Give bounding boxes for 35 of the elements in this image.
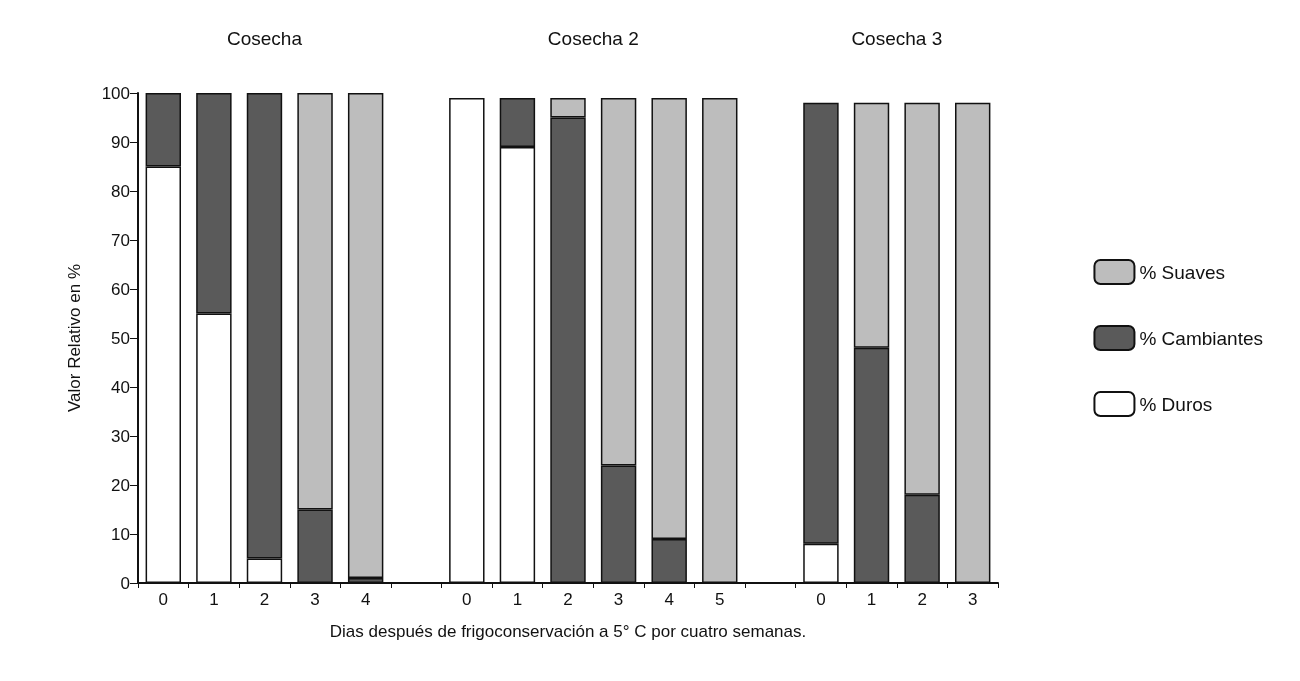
y-tick-label: 10 xyxy=(111,524,130,544)
y-tick-label: 30 xyxy=(111,426,130,446)
x-tick-label: 0 xyxy=(816,590,826,609)
x-tick-label: 4 xyxy=(360,590,371,609)
y-axis-title: Valor Relativo en % xyxy=(65,263,84,413)
y-tick-label: 50 xyxy=(111,328,130,348)
x-tick-label: 2 xyxy=(563,590,573,609)
x-tick-label: 4 xyxy=(664,590,674,609)
x-tick-label: 2 xyxy=(917,590,927,609)
x-tick-label: 1 xyxy=(512,590,523,609)
text: Cosecha xyxy=(226,27,303,49)
text: Cosecha 2 xyxy=(547,27,639,49)
y-tick-label: 80 xyxy=(111,181,130,201)
y-tick-label: 20 xyxy=(111,475,130,495)
y-tick-label: 90 xyxy=(111,132,130,152)
x-tick-label: 0 xyxy=(462,590,472,609)
y-tick-label: 40 xyxy=(111,377,130,397)
legend-label: % Suaves xyxy=(1139,261,1225,283)
x-tick-label: 1 xyxy=(866,590,877,609)
x-tick-label: 1 xyxy=(209,590,219,609)
x-tick-label: 3 xyxy=(613,590,624,609)
y-tick-label: 100 xyxy=(101,83,130,103)
bar xyxy=(347,93,384,579)
x-tick-label: 3 xyxy=(310,590,320,609)
y-tick-label: 70 xyxy=(111,230,130,250)
x-tick-label: 0 xyxy=(158,590,169,609)
text: Cosecha 3 xyxy=(851,27,943,49)
x-axis-title: Dias después de frigoconservación a 5° C por cuatro semanas. xyxy=(329,622,807,641)
legend-label: % Duros xyxy=(1139,393,1213,415)
y-tick-label: 0 xyxy=(120,573,130,593)
x-tick-label: 5 xyxy=(715,590,725,609)
y-tick-label: 60 xyxy=(111,279,130,299)
x-tick-label: 2 xyxy=(259,590,270,609)
legend-label: % Cambiantes xyxy=(1139,327,1264,349)
x-tick-label: 3 xyxy=(967,590,978,609)
